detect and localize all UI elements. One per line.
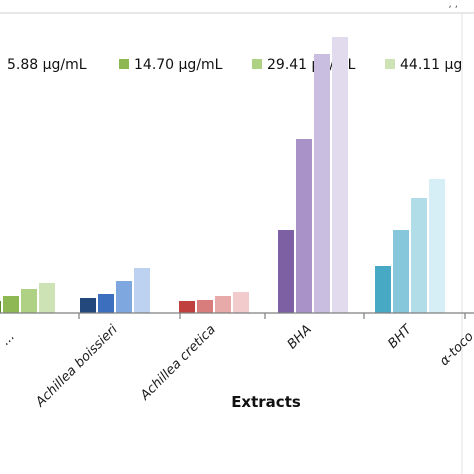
tick-label-5: BHT: [385, 321, 415, 351]
tick-marks: [78, 313, 466, 319]
bar-1-2: [3, 296, 19, 313]
bars-group: [0, 37, 445, 313]
bar-2-2: [98, 294, 114, 313]
bar-5-2: [393, 230, 409, 313]
legend-label-2: 14.70 μg/mL: [134, 57, 223, 73]
bar-4-1: [278, 230, 294, 313]
legend-swatch-2: [119, 59, 129, 69]
bar-3-1: [179, 301, 195, 313]
bar-4-4: [332, 37, 348, 313]
tick-label-3: Achillea cretica: [137, 322, 219, 404]
bar-1-1: [0, 301, 1, 313]
bar-5-4: [429, 179, 445, 313]
legend-label-4: 44.11 μg: [400, 57, 462, 73]
bar-1-3: [21, 289, 37, 313]
tick-label-4: BHA: [285, 322, 315, 352]
legend-swatch-4: [385, 59, 395, 69]
tick-label-6: α-toco: [437, 329, 474, 369]
bar-5-3: [411, 198, 427, 313]
tick-label-1: ...: [0, 329, 18, 348]
bar-2-1: [80, 298, 96, 313]
bar-2-3: [116, 281, 132, 313]
tick-label-2: Achillea boissieri: [32, 322, 121, 411]
bar-3-3: [215, 296, 231, 313]
bar-5-1: [375, 266, 391, 313]
bar-4-2: [296, 139, 312, 313]
bar-1-4: [39, 283, 55, 313]
bar-3-2: [197, 300, 213, 313]
bar-2-4: [134, 268, 150, 313]
x-axis-title: Extracts: [231, 393, 301, 411]
legend: 5.88 μg/mL 14.70 μg/mL 29.41 μg/mL 44.11 μg: [7, 57, 462, 73]
legend-swatch-3: [252, 59, 262, 69]
header-fragment: , ,: [448, 0, 458, 10]
bar-3-4: [233, 292, 249, 313]
bar-4-3: [314, 54, 330, 313]
legend-label-1: 5.88 μg/mL: [7, 57, 87, 73]
